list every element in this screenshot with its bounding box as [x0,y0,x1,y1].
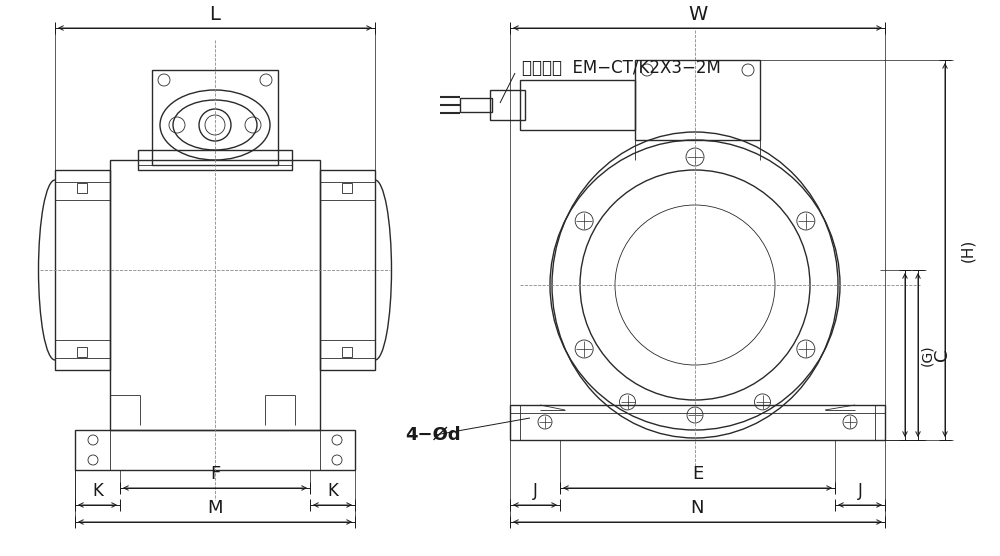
Bar [77,347,87,357]
Text: W: W [688,4,707,23]
Bar [55,170,110,370]
Bar [152,70,278,165]
Text: F: F [210,465,220,483]
Bar [520,80,635,130]
Bar [342,347,352,357]
Text: L: L [210,4,220,23]
Text: 4−Ød: 4−Ød [405,426,461,444]
Bar [77,183,87,193]
Bar [110,160,320,430]
Bar [320,170,375,370]
Text: (G): (G) [920,344,934,366]
Text: M: M [207,499,223,517]
Text: J: J [533,482,537,500]
Bar [138,150,292,170]
Text: N: N [691,499,704,517]
Text: K: K [327,482,338,500]
Bar [75,430,355,470]
Text: ケーブル  EM−CT/K2X3−2M: ケーブル EM−CT/K2X3−2M [522,59,721,77]
Text: (H): (H) [960,239,975,262]
Text: C: C [933,349,951,361]
Bar [460,98,492,112]
Bar [490,90,525,120]
Text: E: E [692,465,703,483]
Bar [510,405,885,440]
Bar [635,60,760,140]
Text: J: J [858,482,862,500]
Bar [342,183,352,193]
Text: K: K [92,482,103,500]
